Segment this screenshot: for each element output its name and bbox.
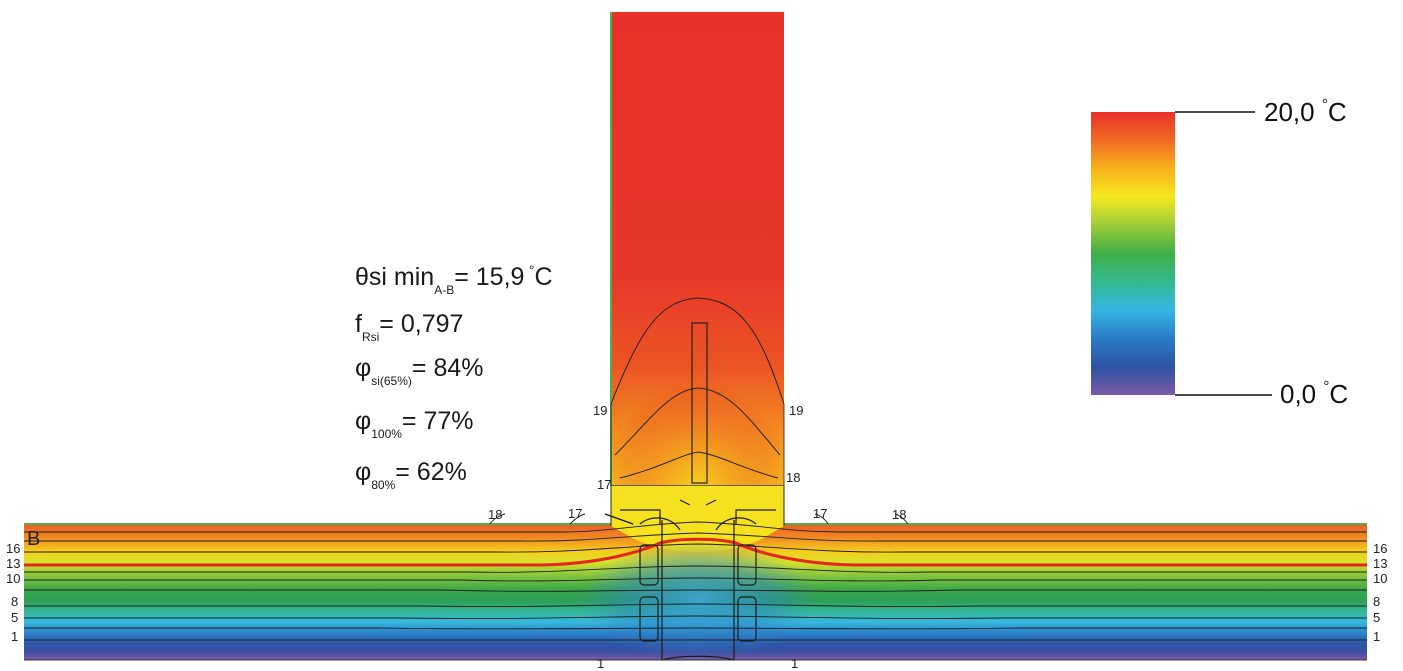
phi-si-65: φsi(65%)= 84% <box>355 354 484 388</box>
edge-label-right: 10 <box>1373 571 1388 586</box>
isotherm-label: 1 <box>791 656 799 671</box>
isotherm-label: 1 <box>597 656 605 671</box>
edge-label-left: 10 <box>6 571 21 586</box>
edge-label-right: 13 <box>1373 556 1388 571</box>
edge-label-left: 13 <box>6 556 21 571</box>
edge-label-left: 8 <box>11 594 19 609</box>
edge-label-left: 16 <box>6 541 21 556</box>
wall-section <box>610 12 785 487</box>
isotherm-label: 19 <box>789 403 804 418</box>
edge-label-right: 16 <box>1373 541 1388 556</box>
edge-label-right: 1 <box>1373 629 1381 644</box>
edge-label-right: 5 <box>1373 610 1381 625</box>
isotherm-label: 17 <box>813 506 828 521</box>
phi-100: φ100%= 77% <box>355 407 474 441</box>
isotherm-label: 18 <box>892 507 907 522</box>
isotherm-label: 17 <box>597 477 612 492</box>
theta-si-min: θsi minA-B= 15,9 °C <box>355 262 553 297</box>
scale-min-label: 0,0 °C <box>1280 378 1349 409</box>
isotherm-label: 17 <box>568 506 583 521</box>
slab-section <box>24 486 1367 661</box>
edge-label-left: 5 <box>11 610 19 625</box>
edge-label-left: 1 <box>11 629 19 644</box>
f-rsi: fRsi= 0,797 <box>355 310 464 344</box>
edge-label-right: 8 <box>1373 594 1381 609</box>
scale-max-label: 20,0 °C <box>1264 96 1347 127</box>
point-b-label: B <box>27 528 41 550</box>
isotherm-label: 19 <box>593 403 608 418</box>
color-scale <box>1091 111 1272 396</box>
isotherm-label: 18 <box>488 507 503 522</box>
isotherm-label: 18 <box>786 470 801 485</box>
phi-80: φ80%= 62% <box>355 458 467 492</box>
